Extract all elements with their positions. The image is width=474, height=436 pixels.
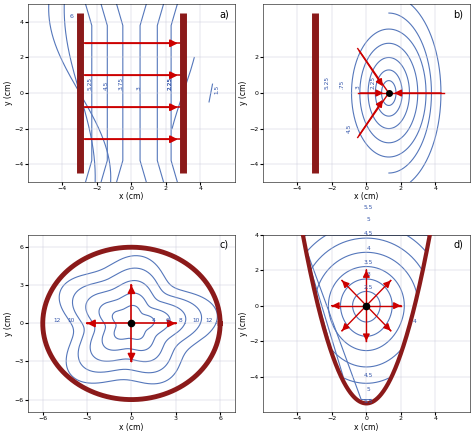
Y-axis label: y (cm): y (cm)	[4, 311, 13, 336]
Text: 5.5: 5.5	[364, 205, 373, 210]
Text: 8: 8	[179, 318, 182, 323]
Text: 2.5: 2.5	[364, 285, 373, 290]
Text: 3: 3	[355, 85, 360, 89]
Text: 12: 12	[53, 318, 61, 323]
Text: 6: 6	[165, 318, 169, 323]
Text: 4.5: 4.5	[364, 373, 373, 378]
Text: 5.25: 5.25	[324, 75, 329, 89]
Text: 4: 4	[366, 245, 370, 251]
X-axis label: x (cm): x (cm)	[354, 423, 379, 432]
Text: 2.25: 2.25	[167, 77, 172, 91]
Text: 4.5: 4.5	[103, 81, 109, 91]
X-axis label: x (cm): x (cm)	[354, 192, 379, 201]
Text: 2.25: 2.25	[167, 77, 172, 91]
Text: a): a)	[219, 10, 229, 20]
Text: 12: 12	[205, 318, 213, 323]
Text: 4: 4	[152, 318, 156, 323]
Text: 5: 5	[366, 217, 370, 222]
Text: .75: .75	[340, 79, 345, 89]
Text: 2.25: 2.25	[371, 75, 376, 89]
Text: 5.5: 5.5	[364, 399, 373, 405]
Text: 4.5: 4.5	[364, 232, 373, 236]
Text: 4: 4	[413, 320, 417, 324]
Y-axis label: y (cm): y (cm)	[239, 311, 248, 336]
Text: 5: 5	[366, 387, 370, 392]
Y-axis label: y (cm): y (cm)	[239, 81, 248, 105]
Y-axis label: y (cm): y (cm)	[4, 81, 13, 105]
X-axis label: x (cm): x (cm)	[119, 423, 144, 432]
Text: d): d)	[454, 240, 464, 250]
Text: 3.5: 3.5	[364, 260, 373, 265]
Text: c): c)	[219, 240, 229, 250]
Text: 5.25: 5.25	[88, 77, 93, 91]
Text: b): b)	[454, 10, 464, 20]
Text: 10: 10	[68, 318, 75, 323]
Text: 3: 3	[136, 87, 141, 91]
Text: 3: 3	[366, 272, 370, 277]
Text: 1.5: 1.5	[214, 85, 219, 94]
Text: 4.5: 4.5	[346, 124, 352, 133]
Text: 10: 10	[192, 318, 200, 323]
Text: 6: 6	[70, 14, 74, 19]
Text: 3.75: 3.75	[119, 77, 124, 91]
X-axis label: x (cm): x (cm)	[119, 192, 144, 201]
